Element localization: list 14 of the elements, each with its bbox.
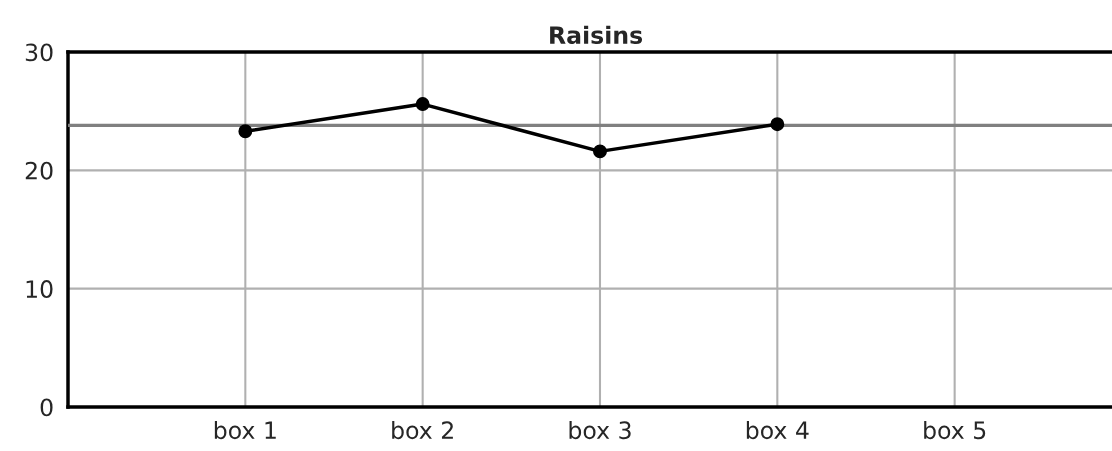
x-tick-label: box 1 [214,420,276,440]
x-tick-label: box 2 [392,420,453,440]
y-tick-label: 10 [26,280,53,298]
point [770,117,785,132]
y-tick-label: 20 [25,161,53,180]
x-tick-label: box 4 [746,420,809,440]
chart-title: Raisins [550,25,643,44]
y-tick-label: 0 [40,398,53,417]
point [415,97,430,112]
y-tick-label: 30 [25,43,53,62]
x-tick-label: box 5 [924,420,986,440]
x-tick-label: box 3 [569,420,631,440]
point [593,144,607,159]
point [238,124,253,139]
